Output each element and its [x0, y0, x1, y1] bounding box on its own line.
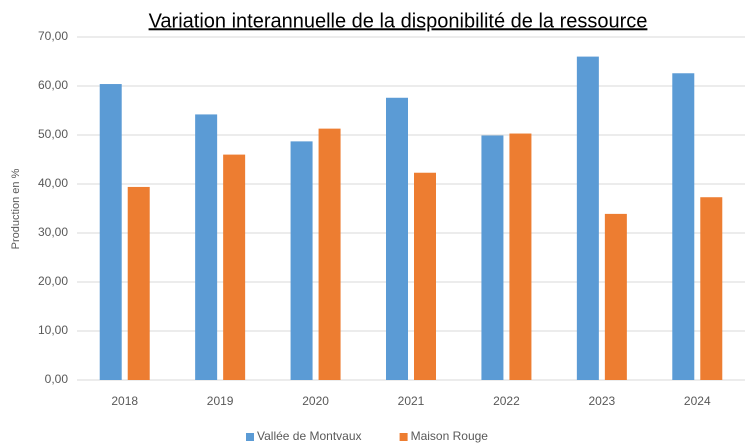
- legend-label: Vallée de Montvaux: [257, 429, 362, 443]
- y-tick-label: 0,00: [45, 372, 69, 386]
- bar: [604, 213, 627, 380]
- y-tick-label: 20,00: [38, 274, 68, 288]
- x-tick-label: 2023: [589, 394, 616, 408]
- bar: [509, 133, 532, 380]
- bar: [99, 84, 122, 380]
- bar: [290, 141, 313, 380]
- bar: [195, 114, 218, 381]
- x-tick-label: 2019: [207, 394, 234, 408]
- bar: [576, 56, 599, 380]
- x-tick-label: 2020: [302, 394, 329, 408]
- bar: [672, 73, 695, 380]
- bar: [127, 186, 150, 380]
- legend-label: Maison Rouge: [411, 429, 489, 443]
- x-tick-label: 2021: [398, 394, 425, 408]
- bar: [318, 128, 341, 380]
- y-tick-label: 30,00: [38, 225, 68, 239]
- x-tick-label: 2018: [111, 394, 138, 408]
- y-tick-label: 40,00: [38, 176, 68, 190]
- bar: [223, 154, 246, 380]
- legend-swatch: [399, 433, 408, 441]
- bar: [386, 97, 408, 380]
- y-tick-label: 60,00: [38, 78, 68, 92]
- bar: [481, 135, 504, 380]
- y-tick-label: 70,00: [38, 29, 68, 43]
- y-axis-label: Production en %: [10, 168, 22, 249]
- y-tick-label: 50,00: [38, 127, 68, 141]
- x-tick-label: 2024: [684, 394, 711, 408]
- x-tick-label: 2022: [493, 394, 520, 408]
- y-tick-label: 10,00: [38, 323, 68, 337]
- legend-swatch: [246, 433, 254, 441]
- chart-title: Variation interannuelle de la disponibil…: [149, 10, 648, 32]
- bar: [414, 172, 436, 380]
- bar: [700, 197, 723, 380]
